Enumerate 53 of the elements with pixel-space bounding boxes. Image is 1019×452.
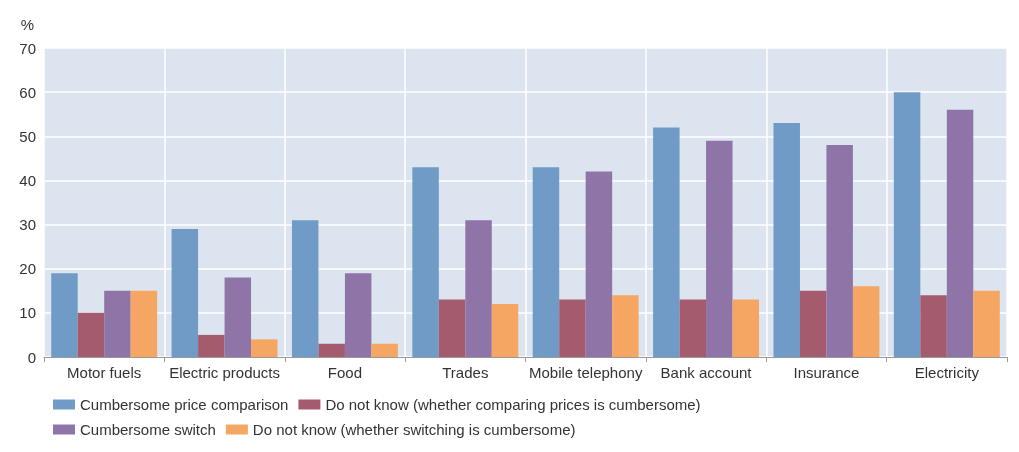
bar — [773, 123, 800, 357]
bar — [799, 290, 827, 357]
legend-label: Do not know (whether switching is cumbersome) — [252, 421, 576, 438]
bar — [344, 273, 372, 357]
x-tick-label: Electricity — [914, 364, 980, 381]
bar — [51, 273, 78, 357]
x-tick-label: Mobile telephony — [528, 364, 643, 381]
y-tick-label: 40 — [19, 171, 36, 189]
bar — [438, 299, 466, 357]
bar — [465, 220, 492, 357]
bar — [585, 171, 613, 357]
bar — [612, 295, 639, 357]
bar — [371, 343, 398, 357]
bar — [559, 299, 586, 357]
y-tick-label: 10 — [19, 304, 36, 322]
x-tick-label: Motor fuels — [67, 364, 142, 381]
legend-label: Cumbersome switch — [80, 421, 216, 438]
bar — [973, 290, 1000, 357]
bar — [318, 343, 345, 357]
bar — [251, 339, 278, 357]
bar — [679, 299, 707, 357]
legend-label: Do not know (whether comparing prices is cumbersome) — [325, 396, 701, 413]
x-tick-label: Food — [327, 364, 363, 381]
y-tick-label: 0 — [27, 348, 36, 366]
bar — [77, 312, 105, 357]
bar — [491, 304, 519, 357]
y-tick-label: 60 — [19, 83, 36, 101]
y-tick-label: 50 — [19, 127, 36, 145]
y-axis-title: % — [20, 16, 34, 33]
bar — [130, 290, 158, 357]
y-tick-label: 30 — [19, 216, 36, 234]
x-tick-label: Electric products — [169, 364, 280, 381]
y-tick-label: 20 — [19, 260, 36, 278]
bar — [653, 127, 680, 357]
bar — [198, 334, 225, 357]
bar — [826, 145, 853, 357]
bar — [732, 299, 760, 357]
x-tick-label: Bank account — [660, 364, 753, 381]
legend-label: Cumbersome price comparison — [80, 396, 289, 413]
bar — [171, 228, 199, 357]
bar — [291, 220, 319, 357]
y-tick-label: 70 — [19, 39, 36, 57]
bar — [104, 290, 131, 357]
bar — [946, 109, 974, 357]
bar — [893, 92, 921, 357]
bar — [532, 167, 560, 357]
bar — [920, 295, 947, 357]
x-tick-label: Trades — [442, 364, 489, 381]
bar — [706, 140, 733, 357]
bar — [852, 286, 880, 357]
bar — [224, 277, 252, 357]
x-tick-label: Insurance — [793, 364, 860, 381]
bar — [412, 167, 439, 357]
